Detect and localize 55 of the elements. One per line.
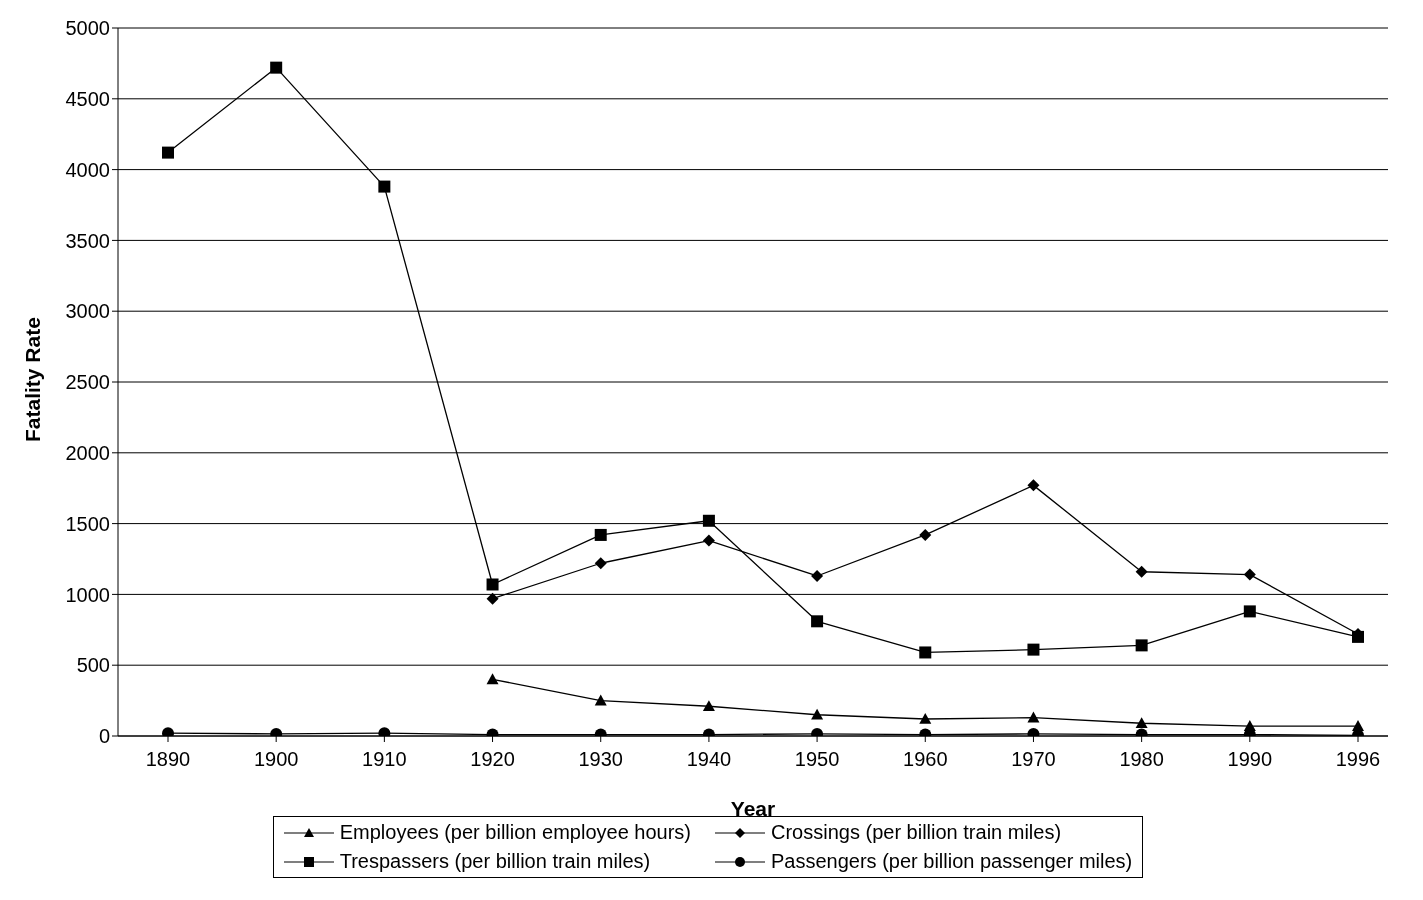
point [1135, 639, 1148, 652]
point [1243, 568, 1256, 581]
y-tick-label: 500 [76, 654, 110, 677]
x-tick-label: 1990 [1227, 748, 1273, 771]
point [702, 534, 715, 547]
point [1135, 565, 1148, 578]
point [1027, 711, 1040, 723]
legend-label: Trespassers (per billion train miles) [339, 850, 651, 873]
point [702, 514, 715, 527]
x-tick-label: 1980 [1119, 748, 1164, 771]
point [1027, 479, 1040, 492]
y-tick-label: 5000 [65, 17, 110, 40]
point [486, 673, 499, 685]
y-tick-label: 2000 [65, 441, 110, 464]
point [1243, 605, 1256, 618]
point [919, 646, 932, 659]
point [1135, 717, 1148, 729]
x-tick-label: 1970 [1011, 748, 1056, 771]
point [486, 578, 499, 591]
y-tick-label: 1000 [65, 583, 110, 606]
point [270, 61, 283, 74]
point [811, 708, 824, 720]
x-tick-label: 1930 [578, 748, 623, 771]
point [486, 592, 499, 605]
point [162, 146, 174, 159]
point [702, 700, 715, 712]
point [594, 694, 607, 706]
x-tick-label: 1910 [362, 748, 407, 771]
x-tick-label: 1950 [794, 748, 840, 771]
point [811, 569, 824, 582]
point [811, 615, 824, 628]
point [594, 557, 607, 570]
x-tick-label: 1890 [145, 748, 191, 771]
x-tick-label: 1960 [903, 748, 948, 771]
x-tick-label: 1900 [253, 748, 299, 771]
y-tick-label: 1500 [65, 512, 110, 535]
point [594, 528, 607, 541]
y-tick-label: 3000 [65, 300, 110, 323]
x-tick-label: 1940 [686, 748, 732, 771]
legend-label: Crossings (per billion train miles) [771, 821, 1062, 844]
point [919, 713, 932, 724]
legend-label: Employees (per billion employee hours) [339, 821, 691, 844]
x-axis-title: Year [730, 797, 776, 820]
point [919, 528, 932, 541]
y-tick-label: 4000 [65, 158, 110, 181]
y-tick-label: 4500 [65, 87, 110, 110]
y-tick-label: 2500 [65, 371, 110, 394]
x-tick-label: 1920 [470, 748, 515, 771]
point [1027, 643, 1040, 656]
y-tick-label: 0 [98, 725, 110, 748]
y-tick-label: 3500 [65, 229, 110, 252]
point [378, 180, 391, 193]
legend-label: Passengers (per billion passenger miles) [771, 850, 1133, 873]
y-axis-title: Fatality Rate [21, 317, 45, 442]
x-tick-label: 1996 [1335, 748, 1381, 771]
